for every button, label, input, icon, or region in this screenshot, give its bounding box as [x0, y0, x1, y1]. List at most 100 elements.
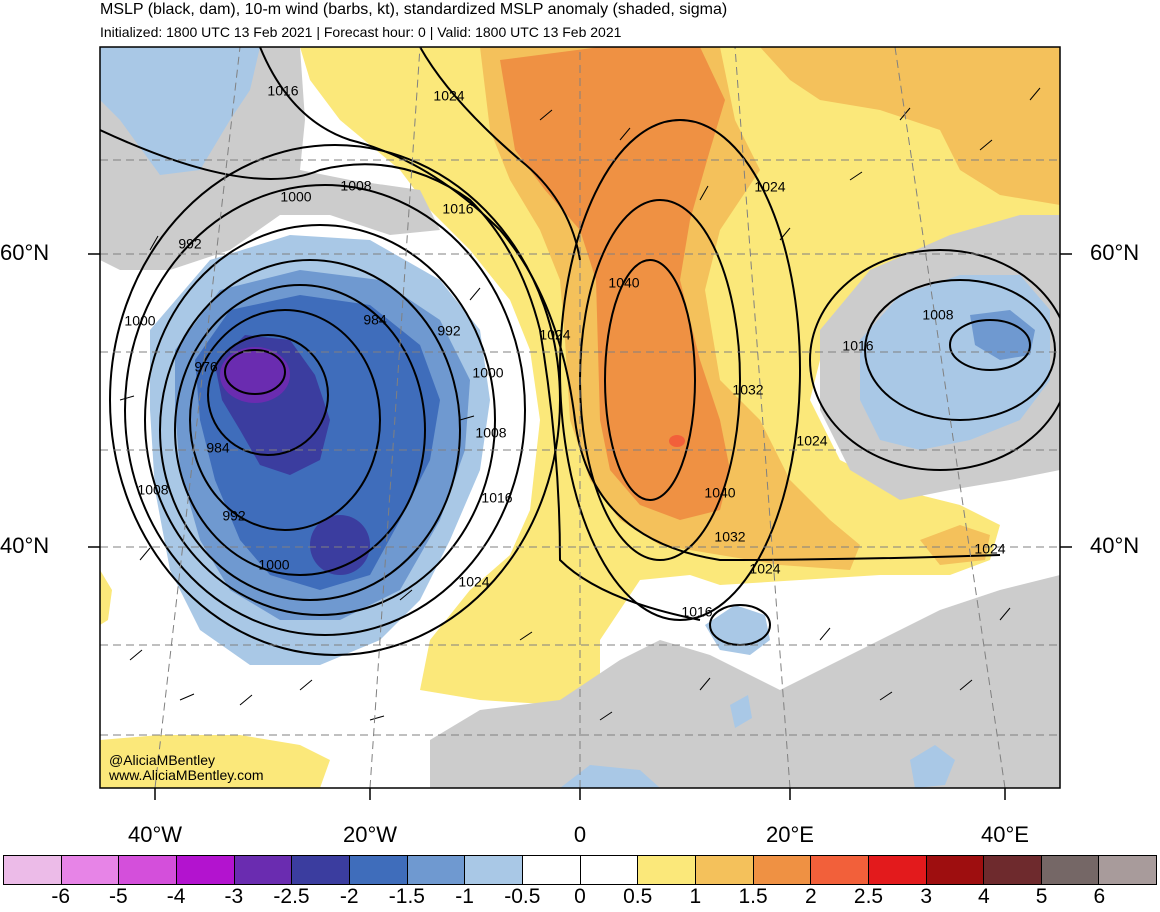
anomaly-mid-blue-russia	[970, 310, 1035, 360]
isobar-label: 1016	[267, 83, 298, 99]
anomaly-yellow-sw	[100, 735, 330, 788]
isobar-label: 1024	[749, 561, 780, 577]
lat-label-40n-left: 40°N	[0, 533, 50, 558]
wind-barbs	[119, 87, 1041, 721]
colorbar-tick-label: -3	[224, 885, 244, 908]
isobar-label: 1016	[442, 201, 473, 217]
colorbar-swatch	[176, 856, 235, 884]
lon-label-20w: 20°W	[342, 822, 398, 847]
isobar-label: 1008	[475, 425, 506, 441]
colorbar-tick-label: -4	[166, 885, 186, 908]
lat-label-60n-left: 60°N	[0, 240, 50, 265]
anomaly-red-blob	[669, 435, 685, 447]
colorbar-swatch	[868, 856, 927, 884]
colorbar-swatch	[349, 856, 408, 884]
isobar-label: 976	[194, 359, 218, 375]
colorbar-tick-label: 0.5	[623, 885, 653, 908]
isobar-label: 1000	[280, 189, 311, 205]
isobar-label: 1008	[922, 307, 953, 323]
isobar-label: 1032	[714, 529, 745, 545]
isobar-label: 984	[206, 440, 230, 456]
colorbar-tick-label: 5	[1035, 885, 1048, 908]
isobar-label: 992	[437, 323, 461, 339]
colorbar-swatch	[811, 856, 869, 884]
lon-label-20e: 20°E	[766, 822, 814, 847]
map-panel: 1016 1024 1008 1000 1016 992 1024 1040 1000 984 99…	[100, 47, 1060, 788]
axis-ticks	[88, 253, 1072, 800]
anomaly-deep-orange-region	[500, 47, 730, 520]
colorbar-swatch	[695, 856, 754, 884]
colorbar-swatch	[61, 856, 120, 884]
colorbar-tick-label: -5	[109, 885, 128, 908]
colorbar-tick-label: -2	[339, 885, 359, 908]
colorbar-tick-label: 1	[689, 885, 702, 908]
anomaly-blue-greenland	[100, 47, 260, 175]
isobar-label: 1008	[137, 482, 168, 498]
colorbar-swatch	[580, 856, 639, 884]
isobar-label: 1032	[732, 382, 763, 398]
isobar-label: 1008	[340, 178, 371, 194]
colorbar-swatch	[984, 856, 1042, 884]
isobar-label: 1024	[433, 88, 464, 104]
colorbar-tick-label: 1.5	[738, 885, 768, 908]
isobar-label: 1040	[704, 485, 735, 501]
isobar-label: 992	[178, 236, 202, 252]
isobar-label: 992	[222, 508, 246, 524]
colorbar-tick-label: 2	[804, 885, 817, 908]
colorbar-swatch	[522, 856, 581, 884]
colorbar-swatch	[292, 856, 350, 884]
colorbar-swatch	[465, 856, 523, 884]
colorbar-swatch	[1041, 856, 1100, 884]
lon-label-40e: 40°E	[981, 822, 1029, 847]
colorbar-swatch	[4, 856, 62, 884]
anomaly-dark-blue-core2	[310, 515, 370, 575]
isobar-label: 1016	[842, 338, 873, 354]
colorbar-swatch	[753, 856, 812, 884]
isobar-label: 1000	[124, 313, 155, 329]
colorbar-tick-label: 4	[978, 885, 990, 908]
anomaly-yellow-w	[100, 570, 112, 625]
isobar-labels: 1016 1024 1008 1000 1016 992 1024 1040 1000 984 99…	[124, 83, 1005, 620]
colorbar-tick-label: 3	[920, 885, 933, 908]
isobar-label: 1000	[472, 365, 503, 381]
lat-label-60n-right: 60°N	[1090, 240, 1140, 265]
colorbar-swatch	[119, 856, 177, 884]
graticule	[100, 47, 1060, 788]
anomaly-blue-africa	[560, 765, 660, 788]
isobar-label: 984	[363, 312, 387, 328]
colorbar-swatch	[638, 856, 696, 884]
colorbar-swatch	[407, 856, 466, 884]
isobar-label: 1024	[458, 574, 489, 590]
colorbar-tick-label: -1	[455, 885, 474, 908]
lon-label-40w: 40°W	[127, 822, 183, 847]
isobar-label: 1024	[974, 541, 1005, 557]
isobar-label: 1016	[481, 490, 512, 506]
isobar-label: 1040	[608, 275, 639, 291]
map-title: MSLP (black, dam), 10-m wind (barbs, kt)…	[100, 1, 728, 18]
anomaly-blue-egypt	[910, 745, 955, 788]
colorbar-tick-label: -2.5	[273, 885, 310, 908]
isobar-label: 1024	[796, 433, 827, 449]
map-subtitle: Initialized: 1800 UTC 13 Feb 2021 | Fore…	[100, 24, 622, 40]
anomaly-orange-ne	[760, 47, 1060, 205]
colorbar-tick-label: -0.5	[504, 885, 541, 908]
credit-url: www.AliciaMBentley.com	[109, 767, 264, 783]
colorbar-tick-label: 6	[1093, 885, 1106, 908]
colorbar-swatch	[926, 856, 985, 884]
anomaly-blue-libya	[730, 695, 752, 728]
isobar-label: 1016	[681, 604, 712, 620]
credit-handle: @AliciaMBentley	[109, 752, 216, 768]
lon-label-0: 0	[573, 822, 587, 847]
colorbar-swatch	[1099, 856, 1157, 884]
isobar-label: 1000	[258, 557, 289, 573]
isobars	[100, 47, 1060, 656]
isobar-label: 1024	[539, 327, 570, 343]
colorbar	[3, 855, 1157, 885]
colorbar-tick-label: -6	[51, 885, 71, 908]
colorbar-tick-label: 2.5	[853, 885, 884, 908]
colorbar-tick-label: 0	[574, 885, 586, 908]
colorbar-tick-label: -1.5	[388, 885, 425, 908]
isobar-label: 1024	[754, 179, 785, 195]
lat-label-40n-right: 40°N	[1090, 533, 1140, 558]
